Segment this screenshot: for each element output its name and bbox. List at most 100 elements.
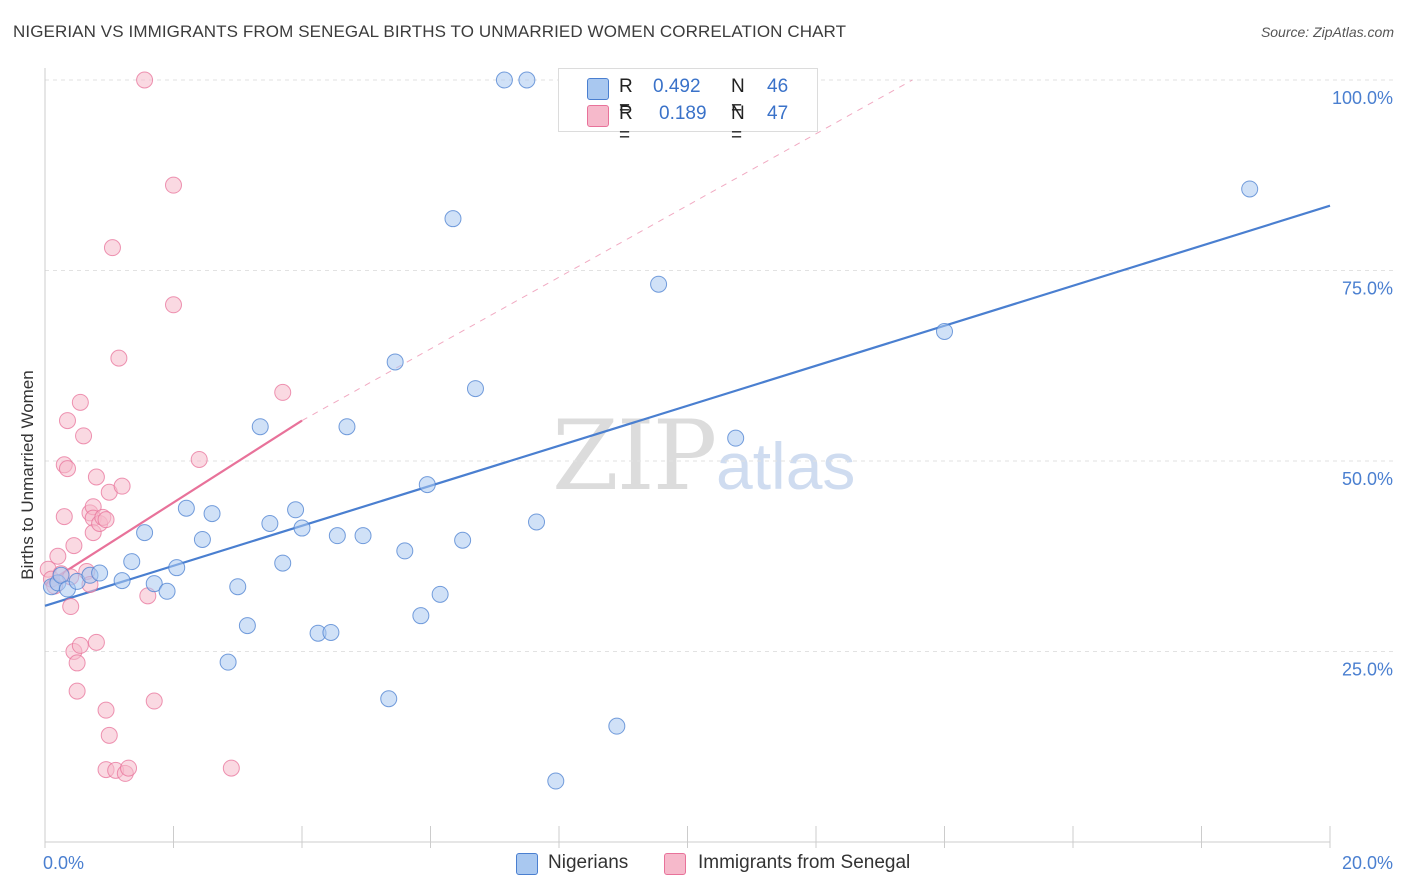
point-senegal bbox=[190, 450, 208, 468]
series-legend: Nigerians Immigrants from Senegal bbox=[0, 852, 1406, 878]
point-nigerians bbox=[229, 578, 247, 596]
point-nigerians bbox=[251, 418, 269, 436]
point-nigerians bbox=[518, 71, 536, 89]
legend-n-label: N = bbox=[731, 103, 745, 146]
point-nigerians bbox=[727, 429, 745, 447]
trend-line-1 bbox=[44, 419, 303, 586]
point-nigerians bbox=[203, 505, 221, 523]
point-senegal bbox=[97, 701, 115, 719]
point-senegal bbox=[165, 296, 182, 314]
point-nigerians bbox=[608, 717, 626, 735]
point-senegal bbox=[120, 759, 138, 777]
point-senegal bbox=[58, 412, 76, 430]
watermark-zip: ZIP bbox=[552, 400, 717, 512]
axis-labels: 25.0% 50.0% 75.0% 100.0% 0.0% 20.0% Births to … bbox=[18, 88, 1393, 873]
point-senegal bbox=[110, 349, 128, 367]
point-senegal bbox=[87, 633, 105, 651]
point-senegal bbox=[68, 682, 86, 700]
point-nigerians bbox=[123, 553, 141, 571]
point-nigerians bbox=[1241, 180, 1259, 198]
point-nigerians bbox=[431, 585, 449, 603]
point-nigerians bbox=[396, 542, 414, 560]
point-nigerians bbox=[168, 559, 186, 577]
point-nigerians bbox=[936, 322, 953, 340]
point-senegal bbox=[103, 239, 121, 257]
point-nigerians bbox=[495, 71, 513, 89]
legend-n-label: N = bbox=[731, 76, 745, 119]
source-label: Source: ZipAtlas.com bbox=[1260, 24, 1394, 40]
point-senegal bbox=[222, 759, 240, 777]
x-tick-label: 20.0% bbox=[1342, 853, 1393, 873]
point-nigerians bbox=[386, 353, 404, 371]
point-nigerians bbox=[91, 564, 109, 582]
legend-n-value: 47 bbox=[767, 103, 789, 124]
point-nigerians bbox=[193, 530, 211, 548]
point-senegal bbox=[145, 692, 163, 710]
point-senegal bbox=[49, 547, 67, 565]
legend-swatch-nigerians bbox=[516, 853, 538, 875]
point-nigerians bbox=[328, 527, 346, 545]
legend-r-label: R = bbox=[619, 76, 633, 119]
axes bbox=[44, 68, 1331, 848]
legend-swatch-nigerians bbox=[587, 78, 609, 100]
point-senegal bbox=[58, 460, 76, 478]
trend-lines bbox=[44, 79, 1331, 607]
point-nigerians bbox=[158, 582, 176, 600]
point-senegal bbox=[71, 636, 89, 654]
point-nigerians bbox=[466, 380, 484, 398]
point-nigerians bbox=[238, 617, 256, 635]
point-senegal bbox=[165, 176, 182, 194]
data-points bbox=[39, 71, 1259, 790]
point-senegal bbox=[113, 477, 131, 495]
y-tick-label: 50.0% bbox=[1342, 469, 1393, 489]
point-senegal bbox=[62, 598, 80, 616]
legend-label-nigerians: Nigerians bbox=[548, 852, 629, 873]
point-nigerians bbox=[338, 418, 356, 436]
legend-r-label: R = bbox=[619, 103, 633, 146]
grid-lines bbox=[45, 79, 1395, 652]
point-nigerians bbox=[136, 524, 154, 542]
point-nigerians bbox=[52, 566, 70, 584]
point-senegal bbox=[71, 393, 89, 411]
x-tick-label: 0.0% bbox=[43, 853, 84, 873]
point-nigerians bbox=[274, 554, 292, 572]
chart-title: NIGERIAN VS IMMIGRANTS FROM SENEGAL BIRT… bbox=[13, 22, 847, 41]
point-nigerians bbox=[261, 514, 279, 532]
y-tick-label: 25.0% bbox=[1342, 660, 1393, 680]
point-nigerians bbox=[293, 519, 311, 537]
trend-line-0 bbox=[44, 204, 1331, 607]
legend-swatch-senegal bbox=[664, 853, 686, 875]
point-nigerians bbox=[412, 607, 430, 625]
y-tick-label: 100.0% bbox=[1332, 88, 1393, 108]
point-nigerians bbox=[287, 501, 305, 519]
point-senegal bbox=[87, 468, 105, 486]
point-nigerians bbox=[528, 513, 546, 531]
point-nigerians bbox=[547, 772, 565, 790]
legend-r-value: 0.492 bbox=[653, 76, 701, 97]
correlation-legend: R = 0.492 N = 46 R = 0.189 N = 47 bbox=[558, 68, 818, 146]
point-senegal bbox=[136, 71, 154, 89]
point-nigerians bbox=[177, 499, 195, 517]
point-nigerians bbox=[113, 572, 131, 590]
point-senegal bbox=[97, 511, 115, 529]
legend-label-senegal: Immigrants from Senegal bbox=[698, 852, 911, 873]
trend-extension-1 bbox=[301, 79, 913, 422]
point-senegal bbox=[68, 654, 86, 672]
legend-r-value: 0.189 bbox=[659, 103, 707, 124]
y-tick-label: 75.0% bbox=[1342, 279, 1393, 299]
point-nigerians bbox=[454, 531, 472, 549]
legend-swatch-senegal bbox=[587, 105, 609, 127]
point-nigerians bbox=[444, 210, 462, 228]
point-nigerians bbox=[650, 275, 668, 293]
y-axis-label: Births to Unmarried Women bbox=[18, 370, 37, 579]
point-nigerians bbox=[418, 476, 436, 494]
point-nigerians bbox=[380, 690, 398, 708]
point-senegal bbox=[274, 383, 292, 401]
legend-n-value: 46 bbox=[767, 76, 789, 97]
point-nigerians bbox=[219, 653, 237, 671]
point-senegal bbox=[65, 537, 83, 555]
point-nigerians bbox=[145, 575, 163, 593]
point-senegal bbox=[100, 726, 118, 744]
point-nigerians bbox=[354, 527, 372, 545]
